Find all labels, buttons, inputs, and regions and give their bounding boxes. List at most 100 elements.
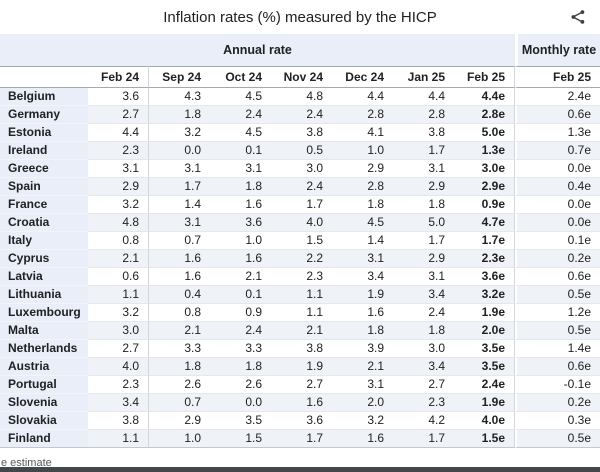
annual-value-cell: 2.8e: [454, 105, 516, 123]
country-label: Netherlands: [0, 339, 88, 357]
annual-value-cell: 1.5: [210, 429, 271, 448]
annual-value-cell: 2.8: [332, 177, 393, 195]
monthly-value-cell: 1.3e: [515, 123, 600, 141]
annual-value-cell: 3.3: [210, 339, 271, 357]
annual-value-cell: 2.7: [88, 105, 149, 123]
annual-value-cell: 1.1: [88, 429, 149, 448]
monthly-value-cell: 0.6e: [515, 267, 600, 285]
annual-value-cell: 1.6: [149, 267, 210, 285]
annual-value-cell: 4.4: [88, 123, 149, 141]
annual-value-cell: 0.0: [210, 393, 271, 411]
annual-value-cell: 1.5: [271, 231, 332, 249]
annual-value-cell: 0.5: [271, 141, 332, 159]
annual-value-cell: 1.9e: [454, 303, 516, 321]
annual-value-cell: 1.1: [88, 285, 149, 303]
share-button[interactable]: [569, 8, 587, 26]
annual-value-cell: 1.0: [210, 231, 271, 249]
annual-value-cell: 2.3: [88, 141, 149, 159]
annual-value-cell: 1.6: [149, 249, 210, 267]
annual-value-cell: 3.5e: [454, 357, 516, 375]
annual-value-cell: 0.8: [88, 231, 149, 249]
annual-value-cell: 0.7: [149, 393, 210, 411]
annual-value-cell: 3.0e: [454, 159, 516, 177]
table-row: Portugal 2.3 2.6 2.6 2.7 3.1 2.7 2.4e -0.1e: [0, 375, 600, 393]
monthly-rate-group-header: Monthly rate: [515, 34, 600, 66]
annual-value-cell: 4.4: [393, 88, 454, 105]
annual-value-cell: 2.9: [332, 159, 393, 177]
monthly-value-cell: 0.1e: [515, 231, 600, 249]
page-title: Inflation rates (%) measured by the HICP: [163, 8, 437, 26]
annual-value-cell: 3.4: [393, 357, 454, 375]
annual-value-cell: 4.8: [271, 88, 332, 105]
table-row: Croatia 4.8 3.1 3.6 4.0 4.5 5.0 4.7e 0.0e: [0, 213, 600, 231]
table-row: Finland 1.1 1.0 1.5 1.7 1.6 1.7 1.5e 0.5e: [0, 429, 600, 448]
annual-value-cell: 3.2: [88, 303, 149, 321]
annual-value-cell: 3.6: [210, 213, 271, 231]
annual-value-cell: 5.0: [393, 213, 454, 231]
annual-value-cell: 1.0: [332, 141, 393, 159]
monthly-value-cell: 1.2e: [515, 303, 600, 321]
annual-value-cell: 3.6: [88, 88, 149, 105]
country-label: Latvia: [0, 267, 88, 285]
monthly-value-cell: 0.4e: [515, 177, 600, 195]
country-label: Malta: [0, 321, 88, 339]
table-row: Austria 4.0 1.8 1.8 1.9 2.1 3.4 3.5e 0.6e: [0, 357, 600, 375]
annual-value-cell: 1.7: [271, 429, 332, 448]
annual-value-cell: 3.2: [149, 123, 210, 141]
annual-value-cell: 3.1: [393, 159, 454, 177]
country-label: Germany: [0, 105, 88, 123]
annual-value-cell: 2.7: [393, 375, 454, 393]
annual-value-cell: 2.2: [271, 249, 332, 267]
country-label: Luxembourg: [0, 303, 88, 321]
annual-value-cell: 3.4: [88, 393, 149, 411]
annual-value-cell: 2.6: [149, 375, 210, 393]
annual-value-cell: 1.5e: [454, 429, 516, 448]
column-header-oct-24: Oct 24: [210, 66, 271, 88]
annual-value-cell: 2.4e: [454, 375, 516, 393]
annual-value-cell: 1.8: [149, 105, 210, 123]
annual-value-cell: 4.7e: [454, 213, 516, 231]
annual-value-cell: 1.0: [149, 429, 210, 448]
table-row: Germany 2.7 1.8 2.4 2.4 2.8 2.8 2.8e 0.6e: [0, 105, 600, 123]
monthly-value-cell: 0.3e: [515, 411, 600, 429]
country-label: Portugal: [0, 375, 88, 393]
annual-value-cell: 1.7: [393, 231, 454, 249]
monthly-value-cell: 0.5e: [515, 285, 600, 303]
country-label: Italy: [0, 231, 88, 249]
annual-value-cell: 0.7: [149, 231, 210, 249]
annual-value-cell: 1.9: [271, 357, 332, 375]
annual-value-cell: 2.9: [393, 249, 454, 267]
table-row: France 3.2 1.4 1.6 1.7 1.8 1.8 0.9e 0.0e: [0, 195, 600, 213]
annual-value-cell: 3.4: [393, 285, 454, 303]
annual-value-cell: 2.7: [88, 339, 149, 357]
table-row: Luxembourg 3.2 0.8 0.9 1.1 1.6 2.4 1.9e 1.2e: [0, 303, 600, 321]
table-row: Netherlands 2.7 3.3 3.3 3.8 3.9 3.0 3.5e 1.4e: [0, 339, 600, 357]
monthly-value-cell: 0.0e: [515, 195, 600, 213]
annual-value-cell: 4.0e: [454, 411, 516, 429]
country-label: Estonia: [0, 123, 88, 141]
annual-value-cell: 2.3: [271, 267, 332, 285]
annual-value-cell: 4.1: [332, 123, 393, 141]
annual-value-cell: 3.1: [88, 159, 149, 177]
monthly-value-cell: 0.5e: [515, 321, 600, 339]
table-row: Lithuania 1.1 0.4 0.1 1.1 1.9 3.4 3.2e 0.5e: [0, 285, 600, 303]
table-row: Cyprus 2.1 1.6 1.6 2.2 3.1 2.9 2.3e 0.2e: [0, 249, 600, 267]
country-label: Spain: [0, 177, 88, 195]
share-icon: [571, 10, 585, 24]
country-label: France: [0, 195, 88, 213]
annual-value-cell: 4.5: [210, 123, 271, 141]
annual-value-cell: 3.1: [210, 159, 271, 177]
annual-value-cell: 2.9: [393, 177, 454, 195]
annual-value-cell: 3.1: [149, 213, 210, 231]
annual-value-cell: 3.6e: [454, 267, 516, 285]
annual-value-cell: 4.0: [271, 213, 332, 231]
title-bar: Inflation rates (%) measured by the HICP: [0, 0, 600, 34]
annual-rate-group-header: Annual rate: [0, 34, 516, 66]
annual-value-cell: 0.6: [88, 267, 149, 285]
annual-value-cell: 1.4: [149, 195, 210, 213]
annual-value-cell: 1.7: [393, 429, 454, 448]
annual-value-cell: 1.8: [149, 357, 210, 375]
annual-value-cell: 1.3e: [454, 141, 516, 159]
country-label: Ireland: [0, 141, 88, 159]
